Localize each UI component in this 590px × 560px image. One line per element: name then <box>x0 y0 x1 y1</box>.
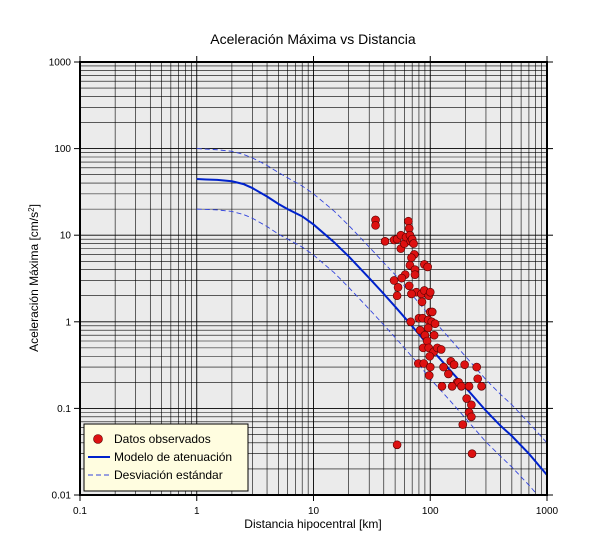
data-point <box>458 420 468 429</box>
y-tick-label: 100 <box>54 144 71 155</box>
data-point <box>444 369 453 379</box>
x-tick-label: 1 <box>194 506 200 517</box>
data-point <box>392 291 402 301</box>
data-point <box>477 381 486 391</box>
x-tick-label: 0.1 <box>73 506 87 517</box>
data-point <box>380 237 390 246</box>
data-point <box>425 362 435 372</box>
y-tick-label: 10 <box>60 231 72 242</box>
data-point <box>397 273 407 283</box>
legend-box <box>83 423 249 492</box>
data-point <box>467 449 477 458</box>
data-point <box>410 270 420 279</box>
data-point <box>472 362 482 372</box>
deviation-upper-line <box>196 148 547 444</box>
grid <box>79 62 547 496</box>
y-tick-label: 1000 <box>49 58 72 69</box>
data-point <box>407 253 416 262</box>
data-point <box>423 262 432 272</box>
data-point <box>404 216 413 226</box>
data-point <box>467 400 476 410</box>
data-point <box>473 374 483 384</box>
y-tick-label: 0.1 <box>57 404 71 415</box>
data-point <box>425 287 435 297</box>
data-point <box>449 360 459 369</box>
data-point <box>460 360 469 369</box>
data-point <box>425 351 435 361</box>
data-point <box>429 330 439 340</box>
legend-label-model: Modelo de atenuación <box>114 450 232 464</box>
x-tick-label: 100 <box>422 506 439 517</box>
data-point <box>409 239 418 248</box>
observed-points <box>371 215 486 458</box>
data-point <box>464 381 474 391</box>
data-point <box>436 345 446 354</box>
attenuation-model-line <box>196 178 547 476</box>
data-point <box>439 362 448 372</box>
data-point <box>447 381 457 391</box>
data-point <box>467 412 476 422</box>
legend-marker-observed <box>93 434 103 444</box>
data-point <box>404 281 414 291</box>
legend: Datos observados Modelo de atenuación De… <box>83 423 249 492</box>
data-point <box>393 283 403 292</box>
x-tick-label: 1000 <box>536 506 559 517</box>
plot-frame <box>79 61 548 496</box>
data-point <box>407 289 416 299</box>
data-point <box>423 323 433 333</box>
x-axis-label: Distancia hipocentral [km] <box>244 517 381 531</box>
data-point <box>419 359 429 368</box>
y-tick-label: 0.01 <box>52 491 72 502</box>
legend-label-observed: Datos observados <box>114 432 211 446</box>
data-point <box>457 381 466 391</box>
chart-title: Aceleración Máxima vs Distancia <box>210 31 416 47</box>
data-point <box>462 394 471 403</box>
data-point <box>424 371 434 380</box>
legend-label-deviation: Desviación estándar <box>114 468 223 482</box>
data-point <box>389 276 399 285</box>
data-point <box>427 307 437 317</box>
data-point <box>392 440 402 450</box>
data-point <box>430 319 440 329</box>
y-tick-label: 1 <box>65 317 71 328</box>
data-point <box>437 381 447 391</box>
data-point <box>406 317 416 327</box>
x-tick-label: 10 <box>308 506 320 517</box>
y-axis-label: Aceleración Máxima [cm/s2] <box>27 204 41 352</box>
data-point <box>371 221 380 230</box>
data-point <box>417 297 427 307</box>
deviation-lower-line <box>196 208 539 495</box>
